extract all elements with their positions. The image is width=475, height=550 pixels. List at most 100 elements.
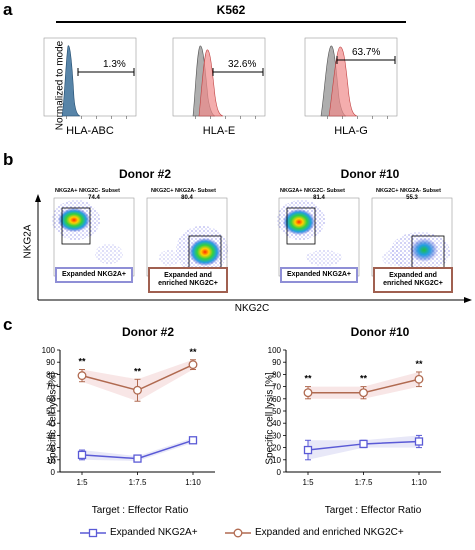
chart-0-ytick-label-1: 10 [46,456,55,465]
chart-1-ytick-label-2: 20 [272,444,281,453]
chart-0-ytick-label-9: 90 [46,358,55,367]
scatter-title-1: NKG2A+ NKG2C- Subset [55,188,120,194]
legend-label-nkg2c: Expanded and enriched NKG2C+ [255,527,404,538]
histogram-panel [43,37,398,119]
chart-0-ytick-label-0: 0 [51,468,56,477]
scatter-y-arrow [35,194,41,202]
cell-line-title: K562 [216,3,246,17]
chart-1-series-1-point-0 [303,388,313,398]
histogram-2 [172,37,266,119]
chart-1-series-0-point-1 [359,439,368,449]
chart-0-series-1-point-0 [77,371,87,381]
chart-xlabel-2: Target : Effector Ratio [324,505,422,516]
hist-curve-red [198,49,224,117]
chart-1-series-0-point-2 [414,437,424,446]
chart-0-xtick-label-1: 1:7.5 [129,478,147,487]
scatter-label-1: Expanded NKG2A+ [55,267,133,283]
hist-ticks-3 [327,116,388,119]
scatter-value-4: 55.3 [406,195,418,201]
scatter-plot-2 [146,197,228,277]
chart-0-significance-0: ** [78,357,86,367]
hist-ticks-2 [195,116,256,119]
chart-0-ytick-label-3: 30 [46,431,55,440]
chart-0-ytick-label-6: 60 [46,395,55,404]
chart-1-ytick-label-3: 30 [272,431,281,440]
chart-0-significance-2: ** [189,347,197,357]
hist-percent-3: 63.7% [352,47,381,58]
chart-1-xtick-label-2: 1:10 [411,478,427,487]
hist-percent-1: 1.3% [103,59,126,70]
chart-0-series-1-point-2 [188,360,198,370]
chart-1-significance-1: ** [360,374,368,384]
scatter-plot-4 [371,197,453,277]
chart-1-significance-2: ** [415,359,423,369]
cell-line-bar [56,21,406,23]
scatter-ylabel: NKG2A [22,224,34,259]
chart-0-ytick-label-5: 50 [46,407,55,416]
chart-title-2: Donor #10 [350,325,410,339]
scatter-label-4: Expanded and enriched NKG2C+ [373,267,453,293]
chart-0-xtick-label-0: 1:5 [76,478,88,487]
hist-curve-blue [61,45,81,117]
chart-1-series-1-point-2 [414,374,424,384]
chart-0-ytick-label-2: 20 [46,444,55,453]
hist-frame [304,37,398,117]
legend-label-nkg2a: Expanded NKG2A+ [110,527,198,538]
scatter-value-1: 74.4 [88,195,100,201]
chart-title-1: Donor #2 [121,325,174,339]
scatter-title-4: NKG2C+ NKG2A- Subset [376,188,441,194]
chart-1-ytick-label-10: 100 [268,346,282,355]
hist-xlabel-3: HLA-G [334,125,368,137]
chart-0-ytick-label-7: 70 [46,383,55,392]
panel-letter-a: a [3,0,13,19]
chart-1-xtick-label-1: 1:7.5 [355,478,373,487]
panel-letter-b: b [3,150,14,169]
chart-1-ytick-label-8: 80 [272,370,281,379]
legend-marker-nkg2a [80,528,106,538]
chart-0-xtick-label-2: 1:10 [185,478,201,487]
histogram-3 [304,37,398,119]
scatter-panel [35,194,472,303]
chart-0-series-0-point-0 [77,450,87,460]
chart-0-series-0-point-1 [133,454,142,463]
hist-curve-red [328,46,358,117]
scatter-label-2: Expanded and enriched NKG2C+ [148,267,228,293]
scatter-label-3: Expanded NKG2A+ [280,267,358,283]
chart-0-ytick-label-8: 80 [46,370,55,379]
chart-1-ytick-label-6: 60 [272,395,281,404]
scatter-value-3: 81.4 [313,195,325,201]
chart-1-ytick-label-9: 90 [272,358,281,367]
chart-0-series-1-point-1 [133,385,142,395]
hist-xlabel-2: HLA-E [202,125,236,137]
hist-xlabel-1: HLA-ABC [66,125,114,137]
chart-0-ytick-label-4: 40 [46,419,55,428]
chart-xlabel-1: Target : Effector Ratio [91,505,189,516]
legend-marker-nkg2c [225,528,251,538]
histogram-1 [43,37,137,119]
chart-0-series-0-point-2 [188,436,198,445]
scatter-xlabel: NKG2C [234,303,270,314]
chart-1-series-1-point-1 [359,388,368,398]
hist-ticks-1 [66,116,127,119]
chart-0-significance-1: ** [134,366,142,376]
chart-1-series-0-point-0 [303,445,313,455]
chart-1-ytick-label-0: 0 [277,468,282,477]
scatter-plot-3 [277,197,360,277]
scatter-plot-1 [52,197,135,277]
chart-0-series-0-band [82,437,193,462]
panel-b-donor-2: Donor #2 [118,167,171,181]
scatter-x-arrow [464,297,472,303]
scatter-value-2: 80.4 [181,195,193,201]
hist-frame [43,37,137,117]
scatter-title-3: NKG2A+ NKG2C- Subset [280,188,345,194]
chart-1-ytick-label-5: 50 [272,407,281,416]
scatter-title-2: NKG2C+ NKG2A- Subset [151,188,216,194]
panel-b-donor-10: Donor #10 [340,167,400,181]
chart-1-ytick-label-1: 10 [272,456,281,465]
chart-0-ytick-label-10: 100 [42,346,56,355]
chart-1-xtick-label-0: 1:5 [302,478,314,487]
chart-1-ytick-label-7: 70 [272,383,281,392]
hist-percent-2: 32.6% [228,59,257,70]
panel-letter-c: c [3,315,13,334]
